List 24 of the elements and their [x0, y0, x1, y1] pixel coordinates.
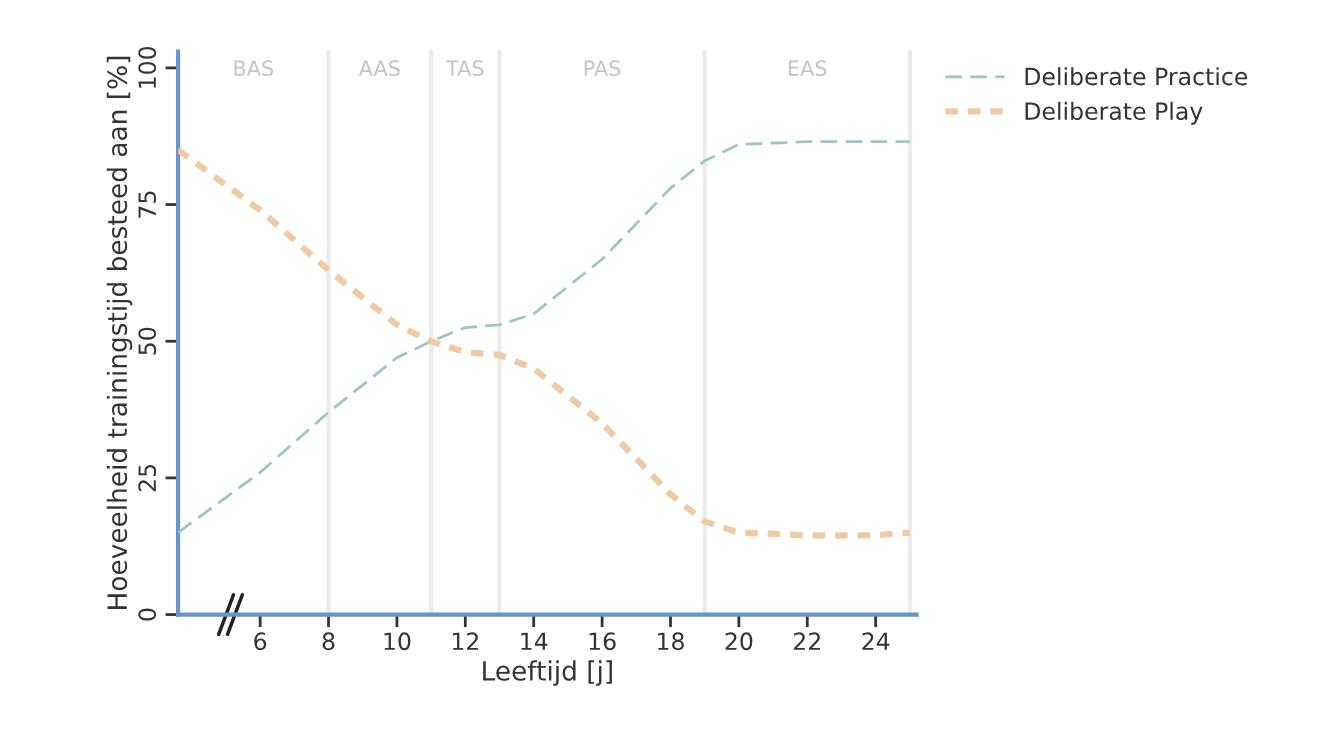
- annotation: EAS: [789, 60, 827, 77]
- annotation: PAS: [584, 60, 621, 77]
- y-tick-label: 100: [138, 46, 157, 88]
- y-tick-label: 25: [138, 464, 157, 492]
- legend-label: Deliberate Play: [1025, 101, 1203, 125]
- annotation: AAS: [358, 60, 400, 77]
- y-tick-label: 75: [138, 191, 157, 218]
- x-tick-label: 24: [862, 632, 890, 650]
- x-tick-label: 20: [725, 632, 753, 651]
- x-tick-label: 8: [322, 632, 335, 651]
- x-tick-label: 12: [452, 632, 478, 650]
- y-axis-title: Hoeveelheid trainingstijd besteed aan [%]: [106, 56, 133, 609]
- y-tick-label: 0: [138, 608, 157, 621]
- x-tick-label: 14: [521, 632, 548, 650]
- annotation: BAS: [234, 60, 274, 77]
- x-tick-label: 16: [589, 632, 616, 651]
- annotation: TAS: [445, 60, 484, 77]
- x-axis-title: Leeftijd [j]: [483, 660, 612, 686]
- x-tick-label: 22: [793, 632, 820, 650]
- legend-label: Deliberate Practice: [1025, 67, 1248, 86]
- x-tick-label: 18: [658, 632, 684, 651]
- x-tick-label: 6: [254, 632, 267, 651]
- y-tick-label: 50: [138, 327, 157, 355]
- x-tick-label: 10: [384, 632, 411, 651]
